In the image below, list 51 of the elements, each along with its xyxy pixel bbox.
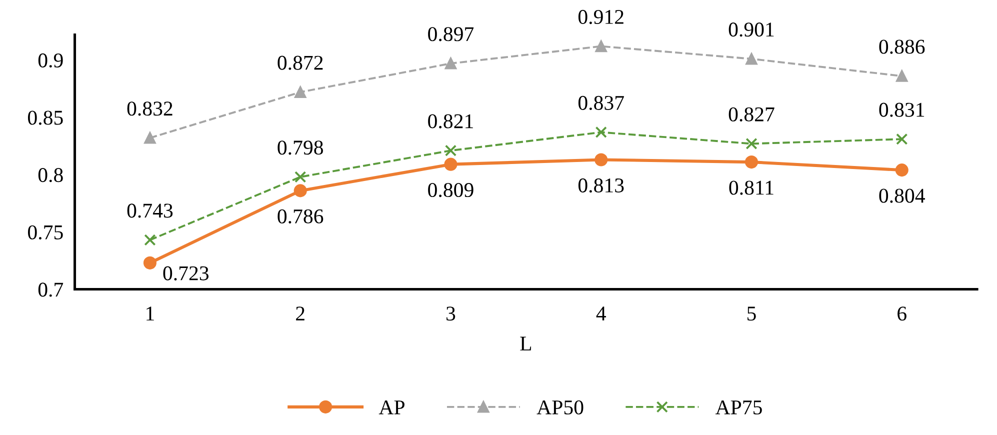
point xyxy=(746,53,758,65)
data-label: 0.897 xyxy=(428,27,474,42)
y-tick-label: 0.7 xyxy=(38,282,64,297)
data-label: 0.912 xyxy=(578,10,624,24)
data-label: 0.798 xyxy=(278,140,323,155)
legend-label: AP50 xyxy=(536,400,584,414)
data-label: 0.809 xyxy=(428,182,474,198)
point xyxy=(294,184,307,198)
point xyxy=(744,156,758,169)
data-label: 0.743 xyxy=(127,204,173,218)
x-axis-title: L xyxy=(520,336,532,350)
data-label: 0.786 xyxy=(278,209,324,224)
y-tick-label: 0.85 xyxy=(28,110,63,125)
x-tick-label: 2 xyxy=(296,306,304,320)
point xyxy=(895,164,908,177)
point xyxy=(594,153,608,166)
data-label: 0.837 xyxy=(578,96,624,110)
data-label: 0.872 xyxy=(278,56,323,70)
point xyxy=(746,138,758,150)
data-label: 0.811 xyxy=(729,180,774,195)
x-tick-label: 3 xyxy=(446,306,456,321)
data-label: 0.831 xyxy=(879,102,924,117)
x-tick-label: 6 xyxy=(898,306,906,321)
point xyxy=(294,86,306,98)
data-label: 0.901 xyxy=(728,22,774,37)
y-tick-label: 0.75 xyxy=(28,225,63,240)
x-tick-label: 5 xyxy=(747,306,756,321)
point xyxy=(595,40,607,52)
data-label: 0.821 xyxy=(428,114,473,128)
x-tick-label: 1 xyxy=(146,306,154,320)
data-label: 0.832 xyxy=(127,102,172,116)
legend-label: AP xyxy=(378,400,404,414)
point xyxy=(896,133,908,145)
point xyxy=(294,171,306,183)
data-label: 0.827 xyxy=(728,107,774,122)
data-label: 0.813 xyxy=(578,178,624,193)
data-label: 0.804 xyxy=(879,188,925,203)
point xyxy=(444,58,457,70)
y-tick-label: 0.9 xyxy=(38,53,63,68)
point xyxy=(444,158,458,171)
point xyxy=(144,132,156,144)
x-tick-label: 4 xyxy=(596,306,606,320)
data-label: 0.886 xyxy=(879,40,925,54)
point xyxy=(896,70,908,82)
point xyxy=(143,256,156,270)
point xyxy=(144,234,156,246)
point xyxy=(595,126,607,138)
point xyxy=(444,144,457,156)
data-label: 0.723 xyxy=(163,266,209,280)
legend-label: AP75 xyxy=(715,400,762,414)
y-tick-label: 0.8 xyxy=(38,168,63,182)
